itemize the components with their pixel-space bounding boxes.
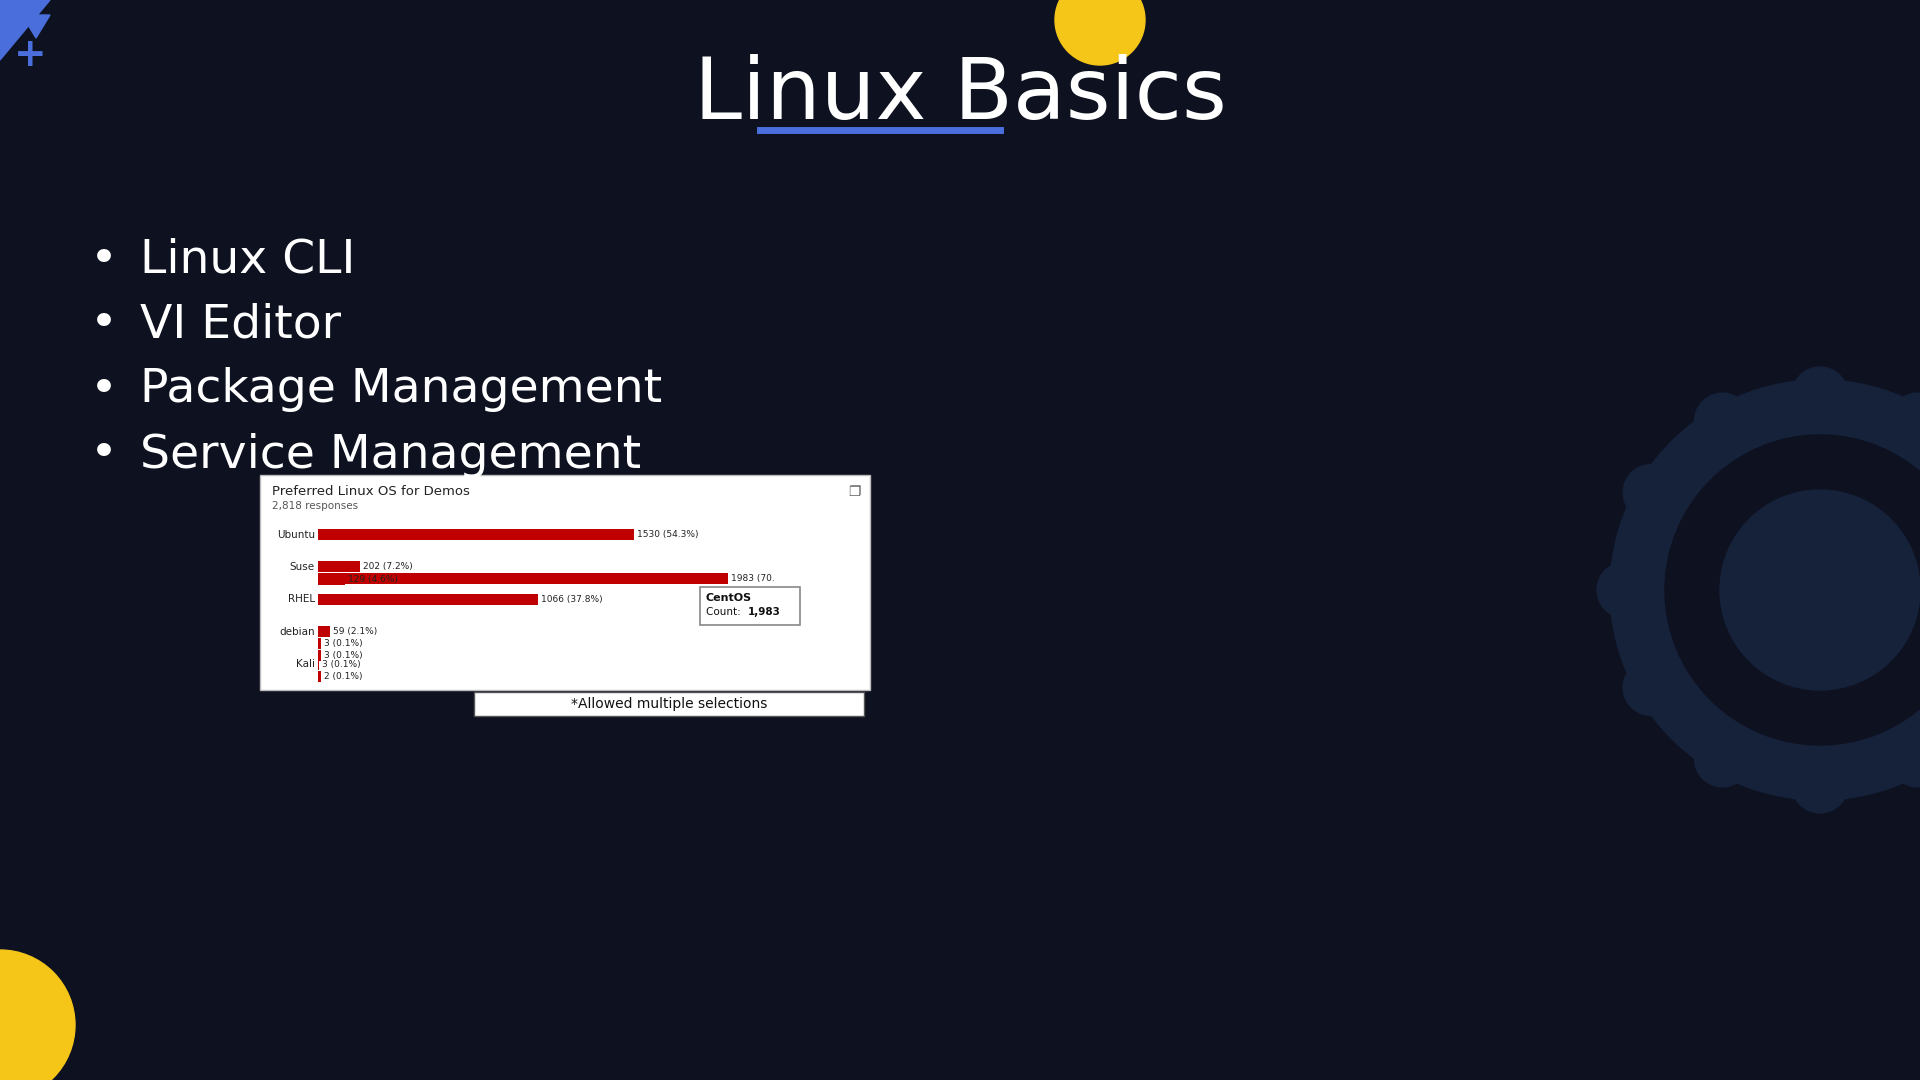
Text: Linux Basics: Linux Basics xyxy=(693,54,1227,136)
Bar xyxy=(319,573,728,584)
Circle shape xyxy=(1889,393,1920,449)
Circle shape xyxy=(1889,731,1920,787)
Circle shape xyxy=(1695,731,1751,787)
Text: 3 (0.1%): 3 (0.1%) xyxy=(324,651,363,660)
Text: Package Management: Package Management xyxy=(140,367,662,413)
Circle shape xyxy=(1695,393,1751,449)
Text: 1,983: 1,983 xyxy=(749,607,781,617)
Bar xyxy=(319,671,321,681)
Text: RHEL: RHEL xyxy=(288,594,315,605)
Bar xyxy=(319,562,359,572)
Text: Service Management: Service Management xyxy=(140,432,641,477)
Text: 2,818 responses: 2,818 responses xyxy=(273,501,359,511)
FancyBboxPatch shape xyxy=(259,475,870,690)
Circle shape xyxy=(1665,435,1920,745)
Bar xyxy=(319,650,321,661)
Text: Linux CLI: Linux CLI xyxy=(140,238,355,283)
Wedge shape xyxy=(0,950,75,1080)
Bar xyxy=(319,638,321,649)
Circle shape xyxy=(1791,757,1847,813)
Text: CentOS: CentOS xyxy=(707,593,753,603)
Text: 3 (0.1%): 3 (0.1%) xyxy=(324,639,363,648)
Circle shape xyxy=(1622,464,1680,521)
Circle shape xyxy=(1054,0,1144,65)
Text: ❐: ❐ xyxy=(849,485,860,499)
Text: +: + xyxy=(13,36,46,75)
FancyBboxPatch shape xyxy=(701,588,801,625)
Circle shape xyxy=(1720,490,1920,690)
Bar xyxy=(319,529,634,540)
Bar xyxy=(319,626,330,637)
FancyBboxPatch shape xyxy=(474,692,864,716)
Text: Preferred Linux OS for Demos: Preferred Linux OS for Demos xyxy=(273,485,470,498)
Bar xyxy=(319,594,538,605)
Circle shape xyxy=(1791,367,1847,423)
Text: debian: debian xyxy=(280,626,315,637)
Circle shape xyxy=(1597,562,1653,618)
Text: •: • xyxy=(90,238,117,283)
Text: Suse: Suse xyxy=(290,562,315,572)
Text: 2 (0.1%): 2 (0.1%) xyxy=(324,672,363,680)
Circle shape xyxy=(1622,660,1680,715)
Text: 129 (4.6%): 129 (4.6%) xyxy=(348,576,397,584)
Text: 1530 (54.3%): 1530 (54.3%) xyxy=(637,530,699,539)
Polygon shape xyxy=(0,0,50,60)
Text: 202 (7.2%): 202 (7.2%) xyxy=(363,563,413,571)
Text: Ubuntu: Ubuntu xyxy=(276,529,315,540)
Text: 1066 (37.8%): 1066 (37.8%) xyxy=(541,595,603,604)
Text: •: • xyxy=(90,367,117,413)
Text: •: • xyxy=(90,302,117,348)
Text: 59 (2.1%): 59 (2.1%) xyxy=(334,627,378,636)
Text: Count:: Count: xyxy=(707,607,745,617)
Polygon shape xyxy=(21,15,50,38)
Bar xyxy=(319,575,346,585)
Text: VI Editor: VI Editor xyxy=(140,302,342,348)
Text: •: • xyxy=(90,432,117,477)
Text: 3 (0.1%): 3 (0.1%) xyxy=(323,660,361,669)
Text: Kali: Kali xyxy=(296,659,315,670)
Text: *Allowed multiple selections: *Allowed multiple selections xyxy=(570,697,766,711)
Text: 1983 (70.: 1983 (70. xyxy=(732,575,774,583)
Circle shape xyxy=(1611,380,1920,800)
